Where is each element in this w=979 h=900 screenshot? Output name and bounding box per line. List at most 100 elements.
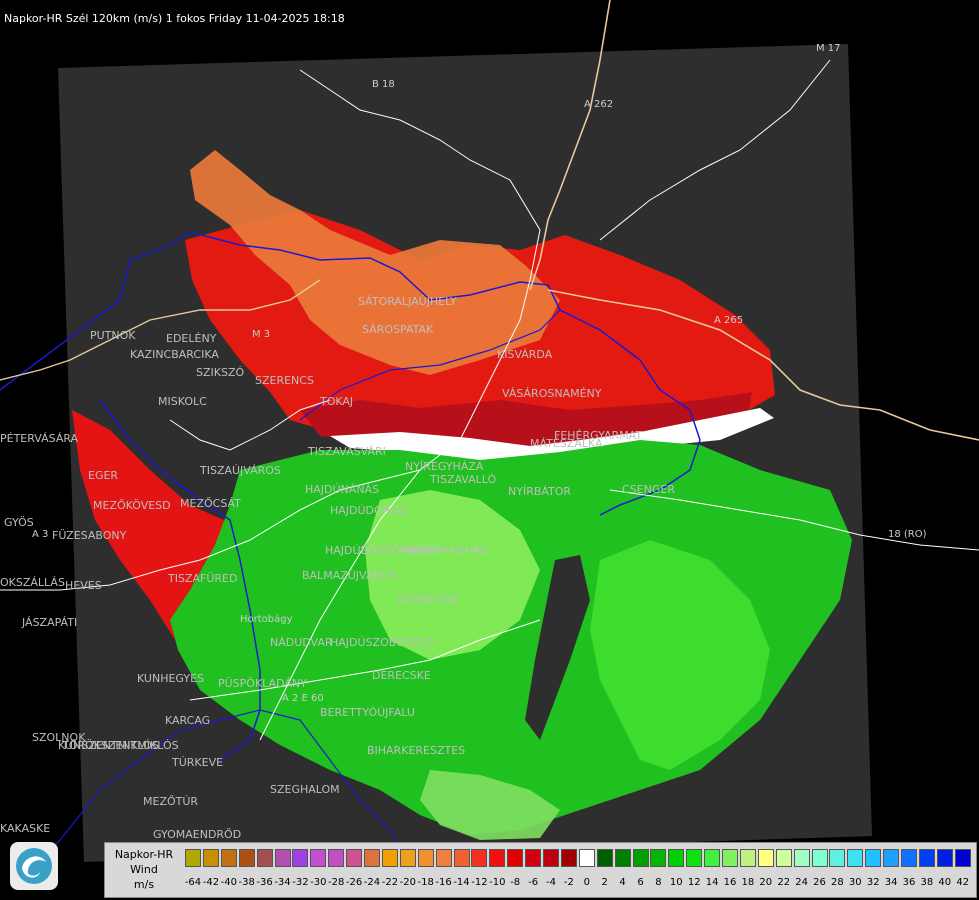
place-label: SÁROSPATAK [362,323,434,336]
radar-echo-green-east [590,540,770,770]
legend-swatch [704,849,721,867]
road-label: B 18 [372,79,395,90]
legend-swatch [310,849,327,867]
legend-tick-label: -6 [528,877,539,888]
place-label: JÁSZAPÁTI [22,616,78,629]
place-label: TÚRKEVE [172,756,224,769]
legend-tick-label: 32 [866,877,880,888]
place-label: KISVÁRDA [497,348,553,361]
road-label: M 17 [816,43,841,54]
legend-title: Napkor-HR Wind m/s [105,847,183,892]
legend-tick-label: -12 [471,877,488,888]
legend-swatch [901,849,917,867]
place-label: TISZAVALLÓ [430,473,497,486]
legend-tick-label: -20 [399,877,416,888]
legend-swatch [399,849,416,867]
place-label: GYÖS [4,516,34,529]
legend-tick-label: 16 [723,877,737,888]
road-line-2 [0,469,421,591]
county-line [99,399,261,761]
place-label: SZEGHALOM [270,783,340,796]
legend-swatch [364,849,380,867]
radar-zero-band [330,408,774,462]
place-label: KUNSZENTMIKLÓS [58,739,159,752]
legend-tick-label: -22 [381,877,399,888]
highway-line-2 [547,289,979,441]
place-label: MEZŐCSÁT [180,497,241,510]
place-label: OKSZÁLLÁS [0,576,65,589]
legend-tick-label: -4 [546,877,556,888]
place-label: GYOMAENDRŐD [153,828,242,841]
legend-tick-label: 24 [795,877,808,888]
legend-swatch [775,849,792,867]
legend-tick-label: -36 [256,877,273,888]
road-line-3 [609,489,979,551]
legend-tick-label: 30 [848,877,862,888]
road-line-5 [189,619,541,701]
legend-tick-label: -2 [563,877,574,888]
legend-swatch [847,849,864,867]
place-label: KARCAG [165,714,211,727]
legend-tick-label: -28 [328,877,345,888]
place-label: SZERENCS [255,374,314,387]
legend-tick-label: -18 [417,877,434,888]
place-label: HAJDÚSZOBOSZLÓ [330,636,434,649]
road-label: Hortobágy [240,614,293,625]
highway-line [529,0,611,291]
legend-tick-label: 10 [669,877,683,888]
legend-tick-label: 40 [938,877,952,888]
place-label: KAZINCBARCIKA [130,348,219,361]
legend-swatch [274,849,291,867]
place-label: HAJDÚDOROG [330,504,408,517]
legend-tick-label: 22 [777,877,791,888]
road-label: A 2 E 60 [282,693,324,704]
legend-swatch [328,849,345,867]
road-line-4 [599,59,831,241]
radar-echo-green-south [420,770,560,840]
legend-tick-label: -24 [363,877,381,888]
legend-swatch [256,849,273,867]
legend-swatch [435,849,452,867]
legend-tick-label: -14 [453,877,470,888]
legend-tick-label: 26 [813,877,826,888]
legend-tick-label: -42 [202,877,220,888]
legend-line-3: m/s [133,878,155,891]
legend-swatch [525,849,542,867]
legend-tick-label: -26 [345,877,363,888]
legend-swatch [560,849,577,867]
legend-swatch [489,849,506,867]
legend-swatch [650,849,667,867]
legend-tick-label: -16 [435,877,452,888]
radar-echo-orange-north [190,150,560,375]
place-label: DEBRECEN [397,593,458,606]
road-label: A 262 [584,99,614,110]
place-label: SÁTORALJAÚJHELY [358,295,457,308]
place-label: VÁSÁROSNAMÉNY [502,387,602,400]
map-title: Napkor-HR Szél 120km (m/s) 1 fokos Frida… [4,12,345,25]
road-line-6 [169,399,331,451]
color-legend: Napkor-HR Wind m/s -64 -42 -40 -38 -36 -34 -32… [104,842,977,898]
legend-swatch [739,849,756,867]
highway-line-3 [0,279,321,381]
place-label: TISZAVASVÁRI [308,445,386,458]
place-label: HAJDÚBÖSZÖRMÉNY [325,544,439,557]
legend-tick-label: 20 [759,877,773,888]
place-label: FÜZESABONY [52,529,127,542]
road-label: M 3 [252,329,271,340]
legend-tick-label: 42 [956,877,970,888]
legend-tick-label: 8 [655,877,662,888]
road-label: 18 (RO) [888,529,927,540]
legend-tick-label: -30 [310,877,327,888]
place-label: KUNHEGYES [137,672,205,685]
legend-swatch [668,849,685,867]
place-label: MEZŐKÖVESD [93,499,171,512]
place-label: TISZAÚJVÁROS [200,464,281,477]
legend-swatch [543,849,559,867]
legend-swatch [507,849,524,867]
legend-line-2: Wind [130,863,158,876]
place-label: TISZAFÜRED [168,572,238,585]
place-label: MÁTÉSZALKA [530,437,603,450]
legend-tick-label: 0 [583,877,590,888]
place-label: BALMAZÚJVÁROS [302,569,397,582]
legend-swatch [453,849,470,867]
